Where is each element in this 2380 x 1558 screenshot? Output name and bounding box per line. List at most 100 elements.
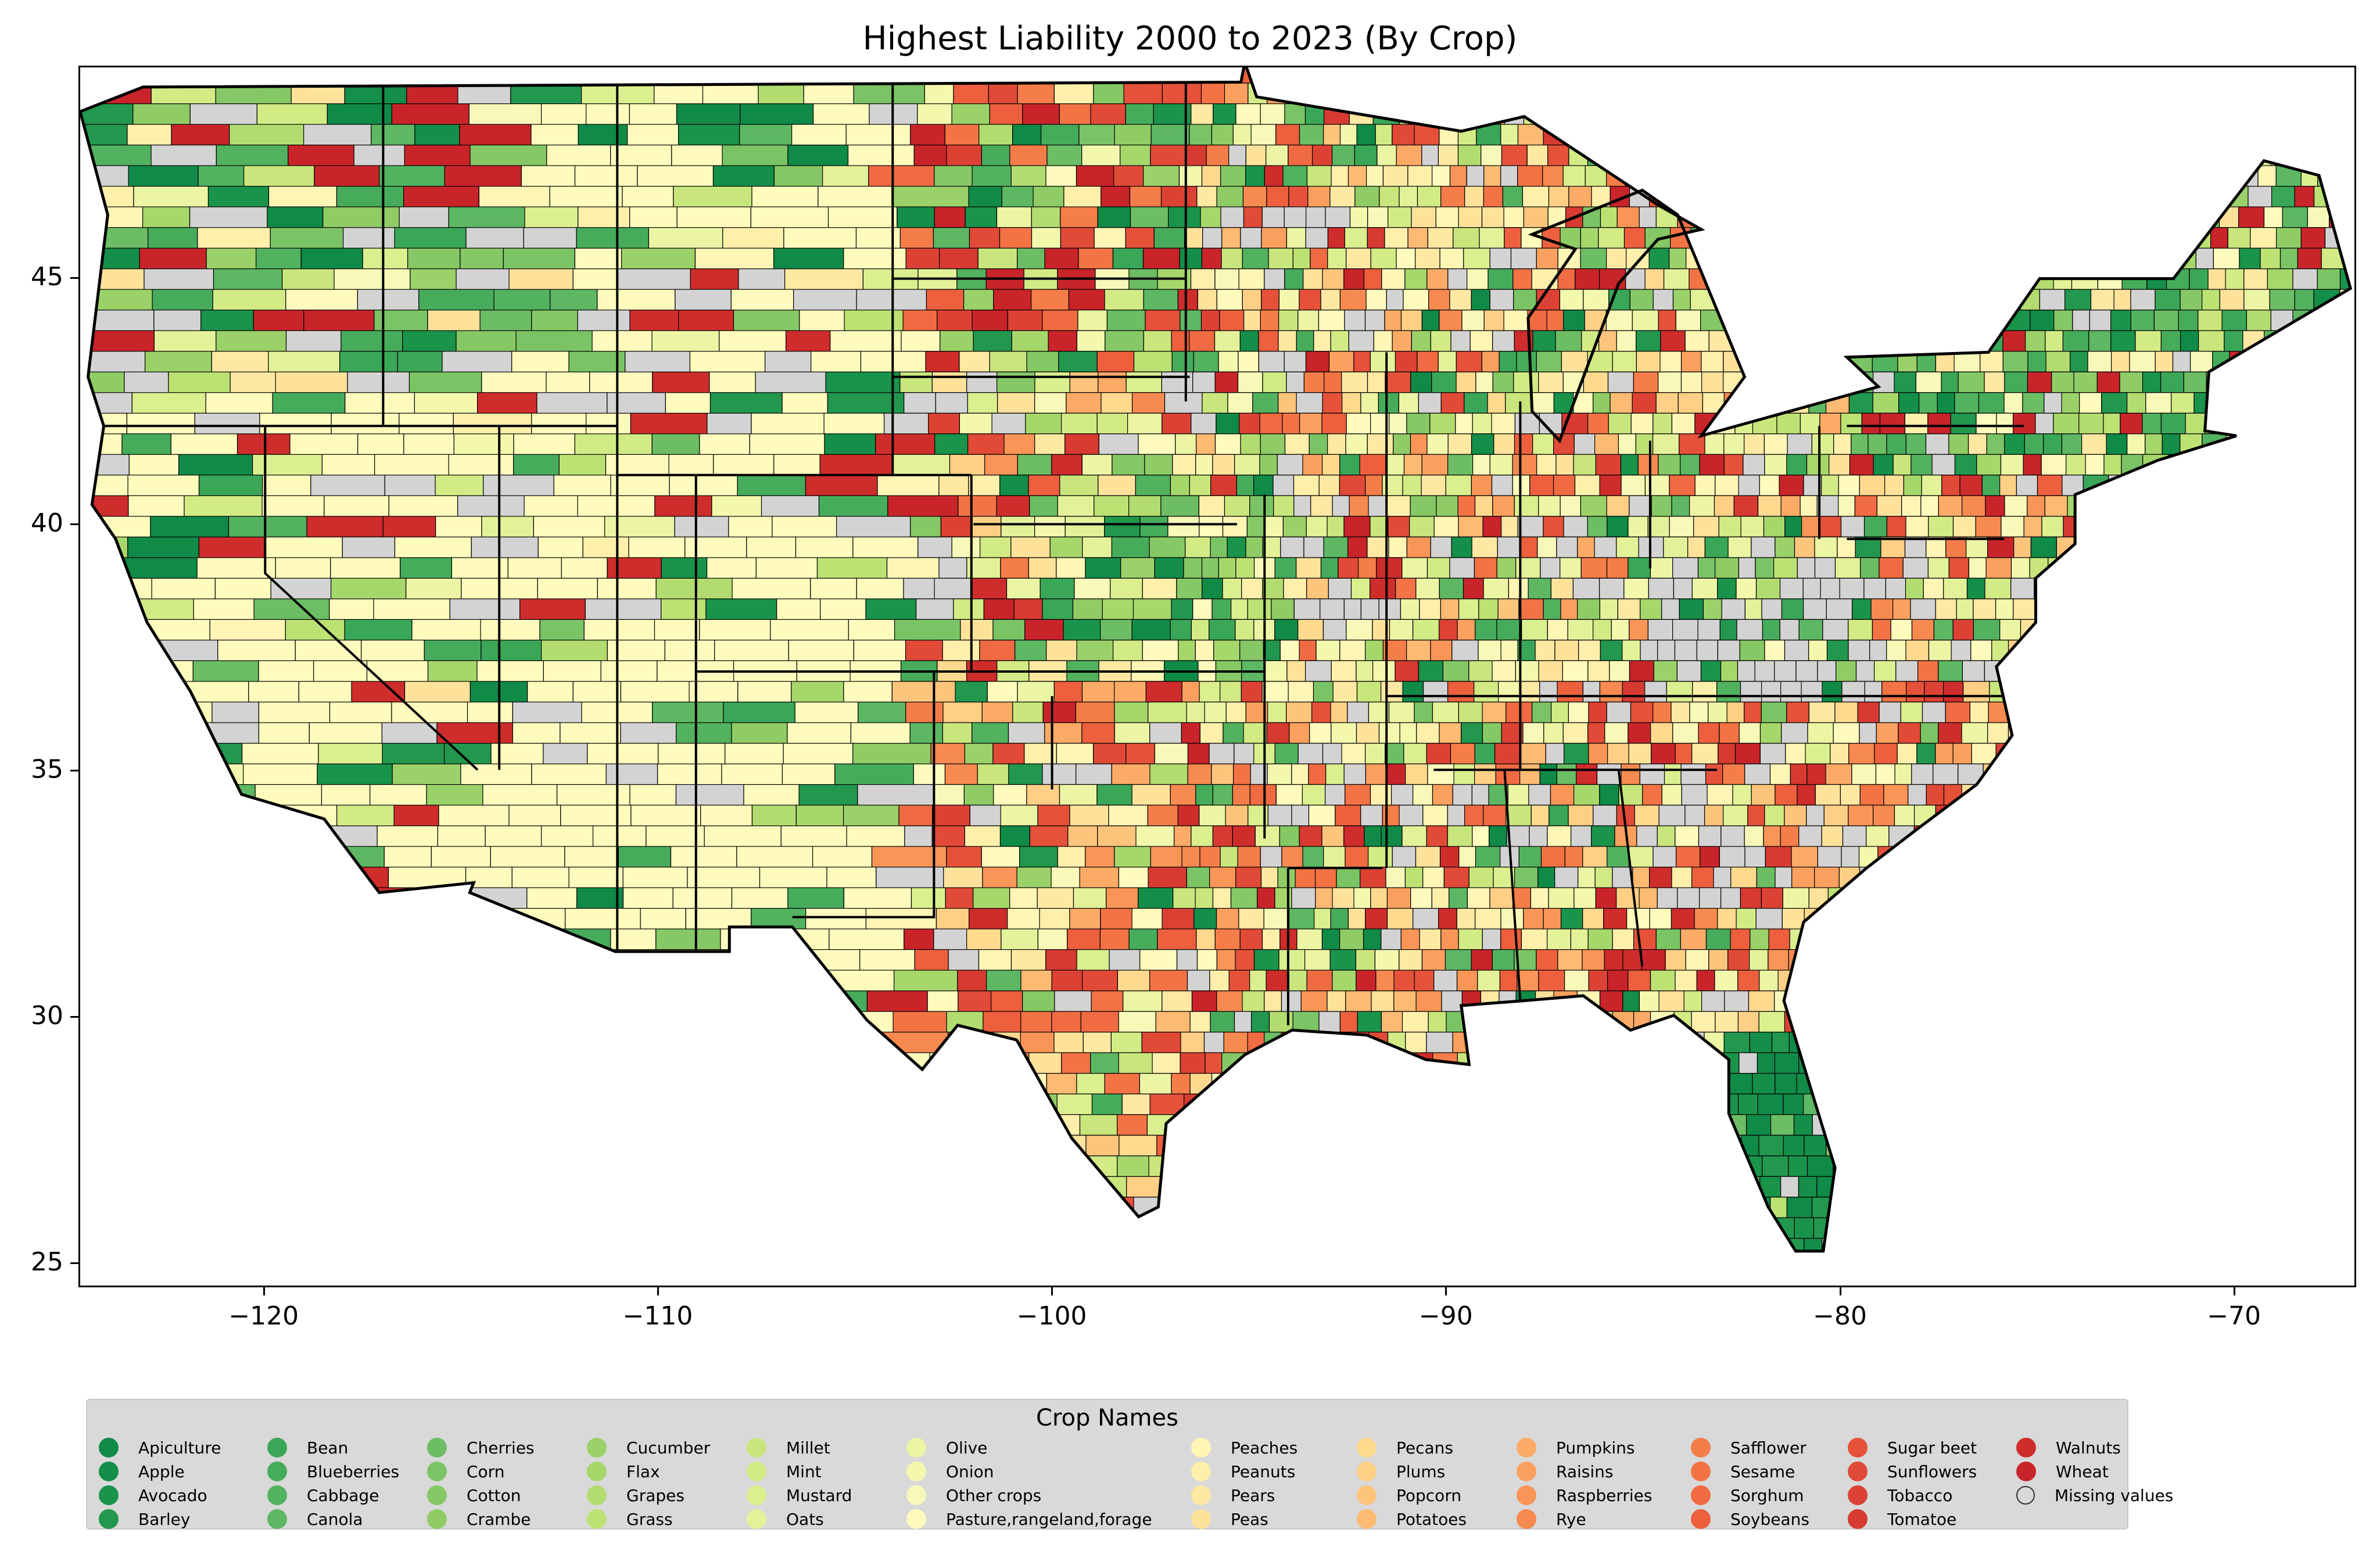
county-cell: [1948, 1114, 1972, 1136]
county-cell: [1416, 1217, 1441, 1239]
county-cell: [1764, 454, 1787, 476]
county-cell: [2348, 1032, 2351, 1053]
county-cell: [1345, 990, 1372, 1012]
county-cell: [1244, 1052, 1264, 1074]
county-cell: [2003, 928, 2028, 950]
county-cell: [1540, 557, 1561, 579]
county-cell: [1578, 866, 1596, 888]
county-cell: [2087, 1238, 2105, 1251]
legend-label: Corn: [467, 1462, 505, 1481]
county-cell: [1588, 701, 1607, 723]
county-cell: [1516, 1011, 1542, 1033]
county-cell: [1586, 1238, 1610, 1251]
county-cell: [1923, 186, 1945, 207]
county-cell: [2039, 1073, 2058, 1094]
county-cell: [2353, 1218, 2354, 1238]
county-cell: [2153, 310, 2179, 331]
county-cell: [1311, 1073, 1335, 1094]
county-cell: [1499, 970, 1518, 992]
county-cell: [2299, 784, 2324, 806]
county-cell: [1074, 577, 1111, 599]
map-title: Highest Liability 2000 to 2023 (By Crop): [862, 20, 1518, 58]
county-cell: [2295, 1280, 2317, 1286]
county-cell: [1862, 67, 1881, 84]
county-cell: [1258, 330, 1279, 352]
county-cell: [278, 1259, 340, 1286]
county-cell: [2012, 681, 2037, 703]
county-cell: [1615, 1176, 1635, 1198]
county-cell: [782, 928, 830, 1008]
county-cell: [1284, 351, 1307, 372]
county-cell: [1401, 82, 1425, 105]
county-cell: [1148, 1155, 1187, 1177]
county-cell: [2178, 310, 2199, 331]
county-cell: [1735, 206, 1760, 228]
county-cell: [1913, 145, 1937, 166]
county-cell: [583, 990, 630, 1067]
county-cell: [1179, 247, 1202, 270]
county-cell: [2101, 392, 2128, 414]
county-cell: [2051, 928, 2073, 950]
county-cell: [2127, 433, 2146, 455]
county-cell: [474, 1197, 533, 1251]
county-cell: [2013, 536, 2031, 558]
county-cell: [2246, 536, 2268, 558]
county-cell: [1404, 1093, 1427, 1115]
county-cell: [1995, 1238, 2022, 1251]
county-cell: [2045, 805, 2063, 827]
county-cell: [1494, 742, 1520, 764]
county-cell: [1839, 1032, 1863, 1053]
county-cell: [1202, 392, 1228, 414]
county-cell: [723, 949, 798, 1022]
county-cell: [1367, 536, 1389, 558]
county-cell: [1447, 681, 1475, 703]
county-cell: [2067, 67, 2088, 84]
county-cell: [287, 1176, 366, 1222]
county-cell: [1131, 619, 1171, 641]
county-cell: [1235, 949, 1255, 971]
county-cell: [2089, 310, 2112, 331]
county-cell: [401, 1032, 467, 1097]
county-cell: [1761, 887, 1783, 909]
county-cell: [1346, 247, 1371, 270]
county-cell: [1393, 970, 1415, 992]
county-cell: [1661, 165, 1687, 187]
county-cell: [2142, 412, 2162, 435]
county-cell: [1406, 1176, 1429, 1198]
county-cell: [1199, 516, 1224, 537]
county-cell: [1507, 1073, 1533, 1094]
county-cell: [1411, 1280, 1433, 1286]
county-cell: [1328, 577, 1352, 599]
county-cell: [1951, 82, 1978, 105]
county-cell: [1623, 577, 1649, 599]
county-cell: [2131, 763, 2149, 785]
county-cell: [1665, 1280, 1684, 1286]
county-cell: [1984, 1176, 2006, 1198]
county-cell: [1803, 598, 1827, 620]
county-cell: [1683, 1176, 1711, 1198]
county-cell: [1836, 1197, 1863, 1218]
county-cell: [2160, 412, 2186, 435]
legend-label: Cotton: [467, 1485, 521, 1505]
county-cell: [2056, 227, 2080, 249]
county-cell: [1191, 103, 1214, 125]
county-cell: [1806, 763, 1826, 785]
county-cell: [1707, 784, 1733, 806]
county-cell: [934, 206, 966, 228]
county-cell: [1658, 990, 1684, 1012]
county-cell: [2061, 1032, 2088, 1053]
county-cell: [2123, 1052, 2146, 1074]
county-cell: [2066, 1238, 2088, 1251]
county-cell: [963, 1280, 995, 1286]
county-cell: [1026, 1280, 1060, 1286]
county-cell: [1764, 351, 1786, 372]
county-cell: [2197, 701, 2223, 723]
county-cell: [2346, 227, 2351, 249]
county-cell: [2150, 186, 2175, 207]
county-cell: [2197, 186, 2223, 207]
county-cell: [1029, 1197, 1066, 1218]
county-cell: [1976, 412, 1997, 435]
county-cell: [453, 1259, 525, 1286]
county-cell: [340, 1259, 408, 1286]
county-cell: [1293, 598, 1321, 620]
